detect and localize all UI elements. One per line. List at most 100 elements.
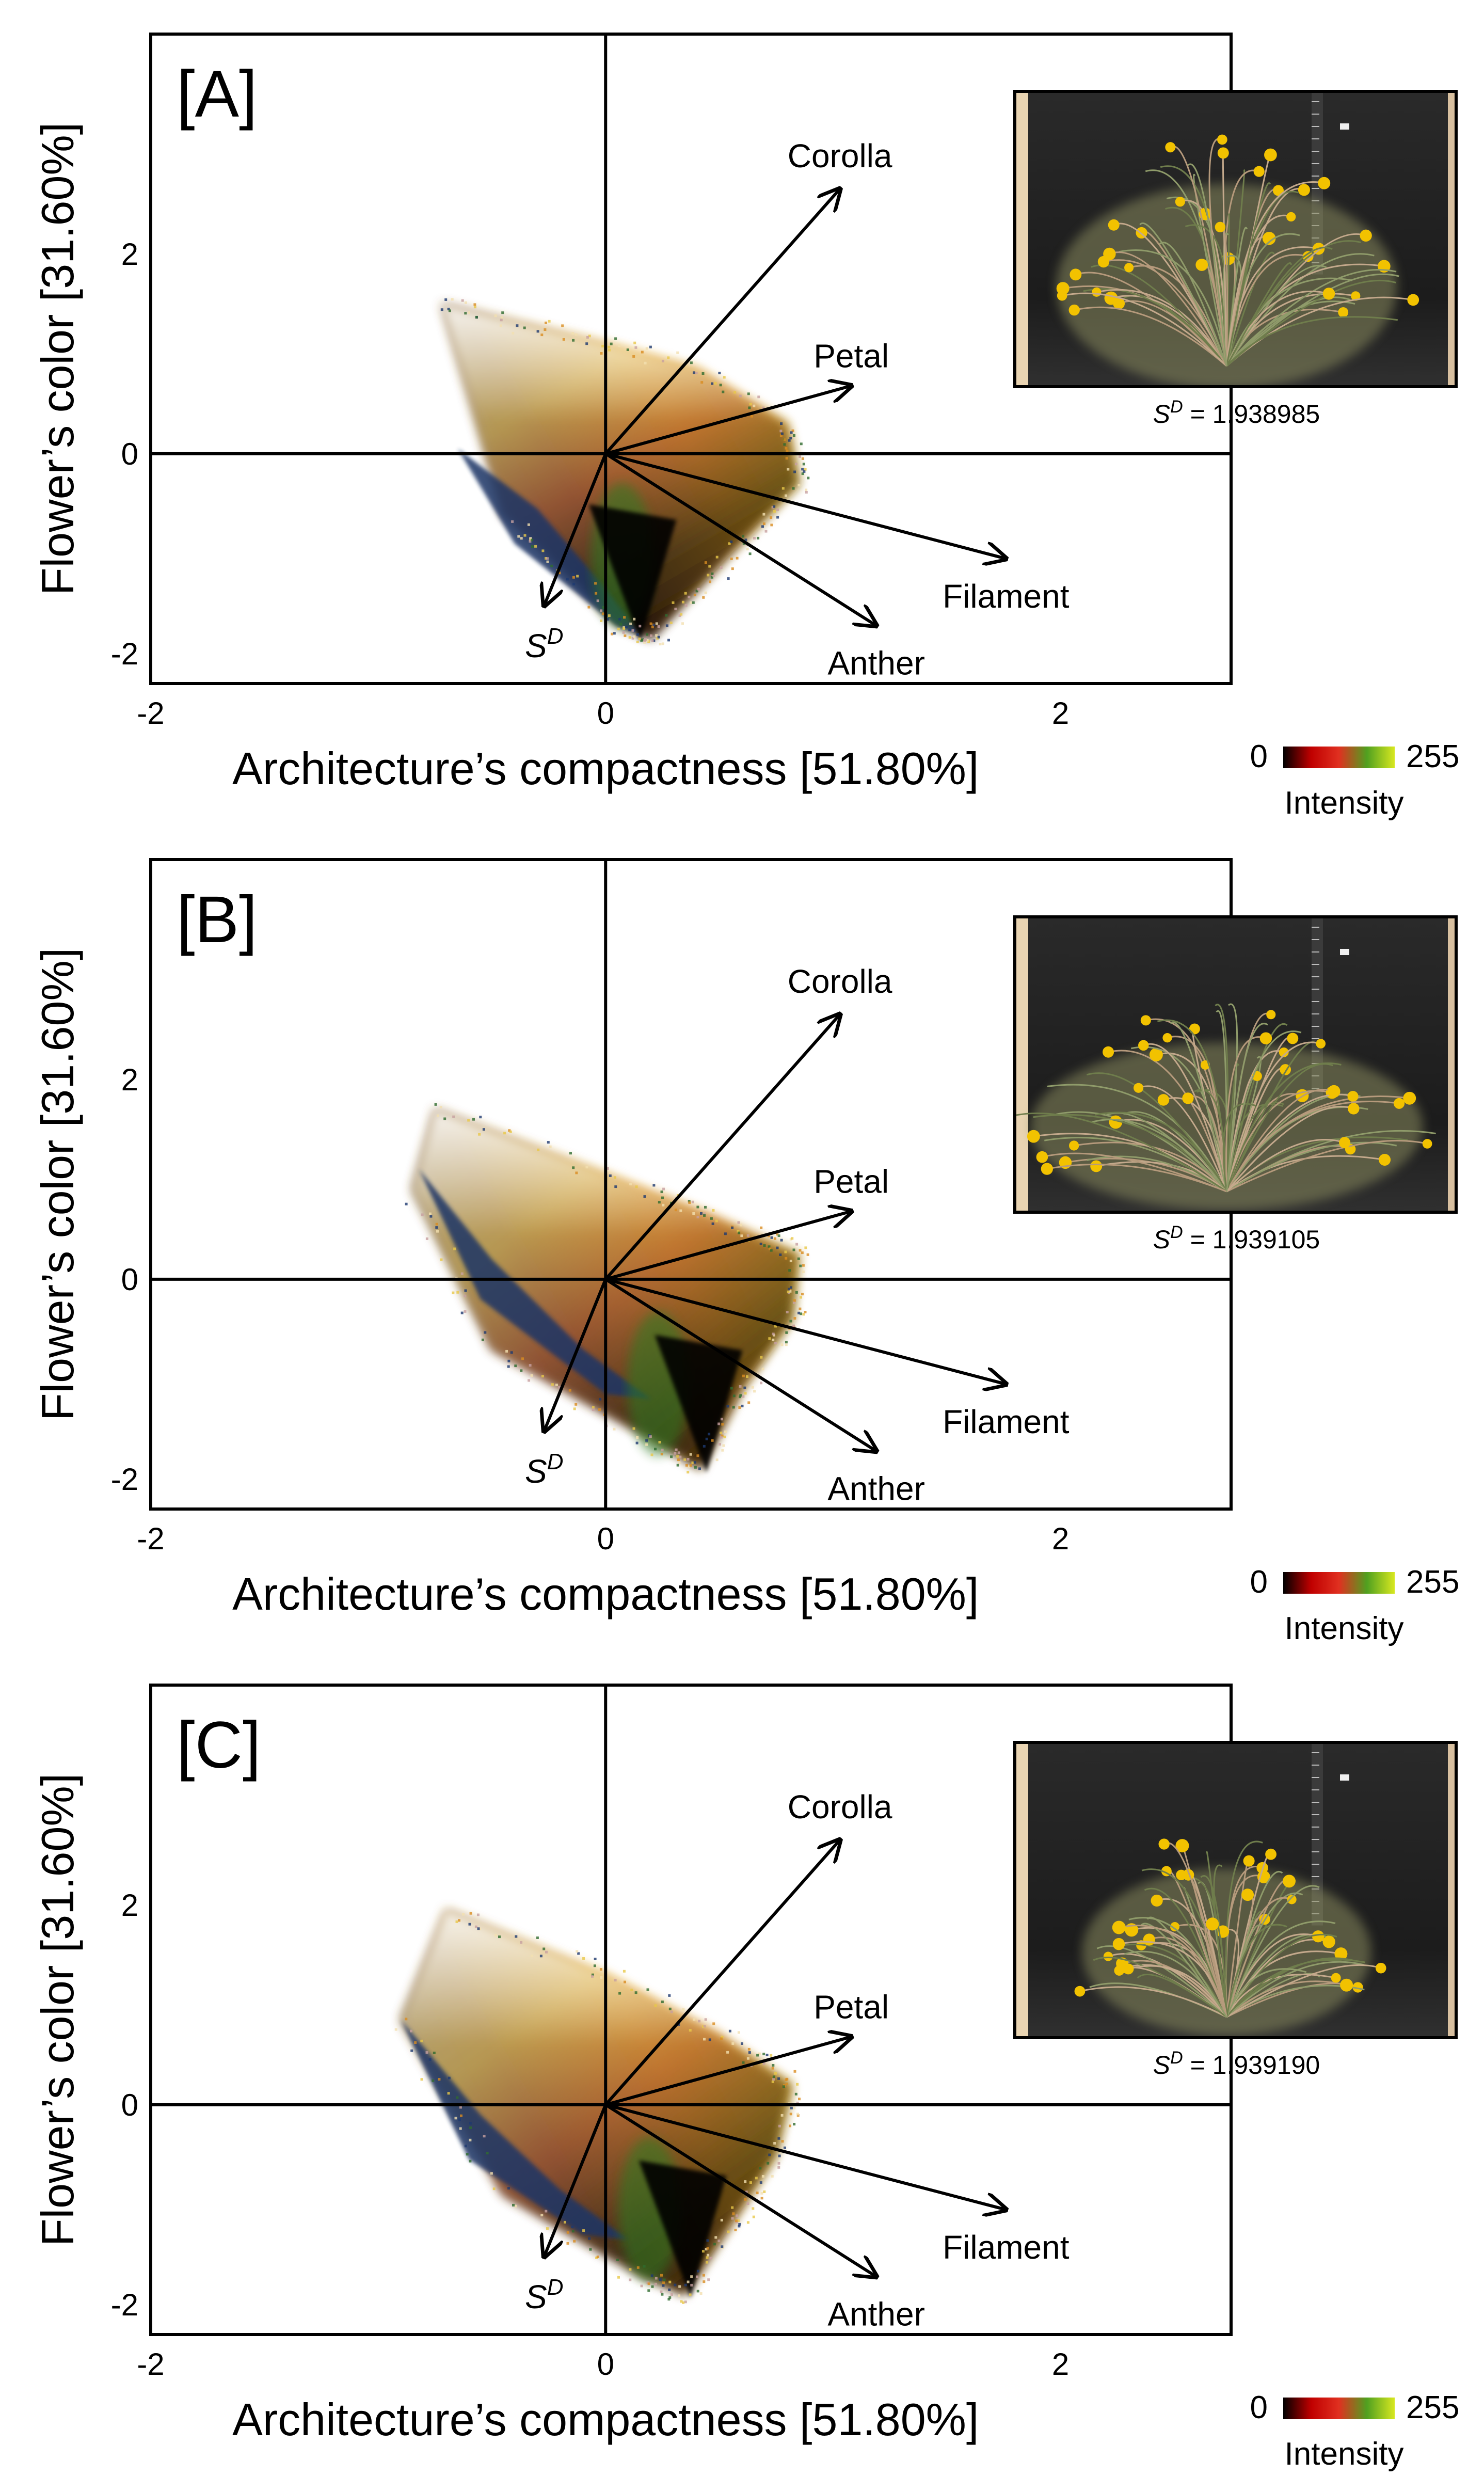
scatter-point — [777, 2166, 780, 2169]
plant-stem — [1187, 163, 1227, 367]
scatter-point — [720, 1436, 723, 1439]
plant-stem — [1124, 1950, 1227, 2018]
scatter-point — [731, 567, 734, 570]
scatter-point — [689, 1453, 692, 1456]
scatter-point — [566, 2242, 569, 2245]
plant-stem — [1079, 1986, 1227, 2018]
scatter-point — [661, 2001, 664, 2004]
scatter-point — [500, 319, 503, 322]
scatter-point — [631, 629, 634, 632]
scatter-point — [623, 616, 626, 619]
scatter-point — [772, 1332, 775, 1336]
scatter-point — [747, 1401, 751, 1404]
scatter-point — [490, 2172, 493, 2175]
scatter-point — [785, 1341, 788, 1344]
plant-stem — [1225, 1924, 1288, 2018]
scatter-point — [798, 2098, 801, 2101]
scatter-point — [662, 1203, 665, 1207]
scatter-point — [593, 1964, 596, 1967]
scatter-point — [785, 457, 788, 460]
scatter-point — [781, 2140, 784, 2143]
plant-photo-inset: SD = 1.939105 — [1013, 915, 1458, 1254]
plant-stem — [1163, 1097, 1227, 1192]
scatter-point — [651, 639, 654, 642]
scatter-point — [784, 2146, 786, 2149]
sd-value-caption: SD = 1.939105 — [1153, 1223, 1320, 1254]
scatter-point — [801, 1251, 804, 1255]
plant-stem — [1075, 272, 1227, 367]
scatter-point — [797, 1257, 800, 1260]
flower — [1149, 1047, 1163, 1061]
scatter-point — [428, 1212, 432, 1215]
scatter-point — [774, 1237, 776, 1240]
scatter-point — [783, 438, 786, 441]
scatter-point — [692, 601, 695, 604]
scatter-point — [649, 345, 652, 348]
scatter-point — [733, 391, 737, 394]
x-tick-label: 0 — [597, 2347, 614, 2382]
scatter-point — [720, 2037, 723, 2040]
scatter-point — [631, 637, 634, 640]
plant-stem — [1148, 1937, 1227, 2018]
scatter-point — [629, 2278, 632, 2281]
scatter-point — [682, 2008, 685, 2011]
scatter-point — [479, 1116, 482, 1119]
scatter-point — [767, 1234, 770, 1237]
scatter-point — [773, 2142, 776, 2145]
scatter-point — [452, 1291, 455, 1294]
scatter-point — [788, 1269, 791, 1272]
flower — [1403, 1091, 1416, 1105]
scatter-point — [649, 1435, 652, 1438]
scatter-point — [571, 2226, 574, 2229]
scatter-point — [792, 487, 795, 490]
scatter-point — [511, 520, 514, 523]
scatter-point — [585, 342, 588, 345]
scatter-point — [721, 1434, 724, 1437]
scatter-point — [760, 1356, 763, 1359]
x-tick-label: 2 — [1052, 696, 1069, 731]
scatter-point — [779, 430, 783, 433]
scatter-point — [789, 1320, 792, 1323]
plant-stem — [1160, 165, 1227, 367]
scatter-point — [799, 1249, 802, 1252]
scatter-point — [777, 2137, 780, 2140]
scatter-point — [646, 1988, 649, 1991]
scatter-point — [665, 614, 668, 617]
scatter-point — [693, 1461, 696, 1464]
plant-stem — [1226, 1140, 1428, 1193]
scatter-point — [661, 1449, 664, 1452]
photo-left-edge — [1015, 91, 1028, 387]
scatter-point — [558, 1386, 561, 1389]
scatter-point — [660, 2274, 663, 2277]
scatter-point — [790, 1286, 792, 1289]
scatter-point — [698, 2020, 701, 2023]
scatter-point — [652, 624, 656, 627]
scatter-point — [555, 1384, 558, 1387]
scatter-point — [744, 1392, 747, 1395]
photo-right-edge — [1448, 917, 1456, 1212]
scatter-point — [745, 2191, 748, 2194]
scatter-point — [762, 2053, 765, 2056]
vector-label-sup: D — [547, 624, 564, 649]
cloud-fade — [442, 304, 799, 639]
scatter-point — [501, 311, 504, 314]
scatter-point — [655, 622, 658, 625]
scatter-point — [630, 1989, 633, 1991]
scatter-point — [711, 382, 714, 385]
plant-stem — [1146, 1916, 1227, 2018]
plant-stem — [1226, 1957, 1355, 2018]
scatter-point — [577, 1952, 580, 1955]
scatter-point — [606, 1167, 609, 1170]
flower — [1312, 1930, 1325, 1943]
plant-stem — [1225, 182, 1271, 367]
flower — [1170, 1922, 1180, 1932]
colorbar-max-label: 255 — [1406, 739, 1459, 774]
scatter-point — [724, 1232, 727, 1235]
scatter-point — [788, 439, 791, 442]
plant-stem — [1163, 1842, 1227, 2018]
colorbar-gradient — [1283, 747, 1395, 768]
scatter-point — [682, 2301, 685, 2304]
scatter-point — [705, 1437, 708, 1440]
vector-arrow-corolla — [604, 1840, 840, 2106]
